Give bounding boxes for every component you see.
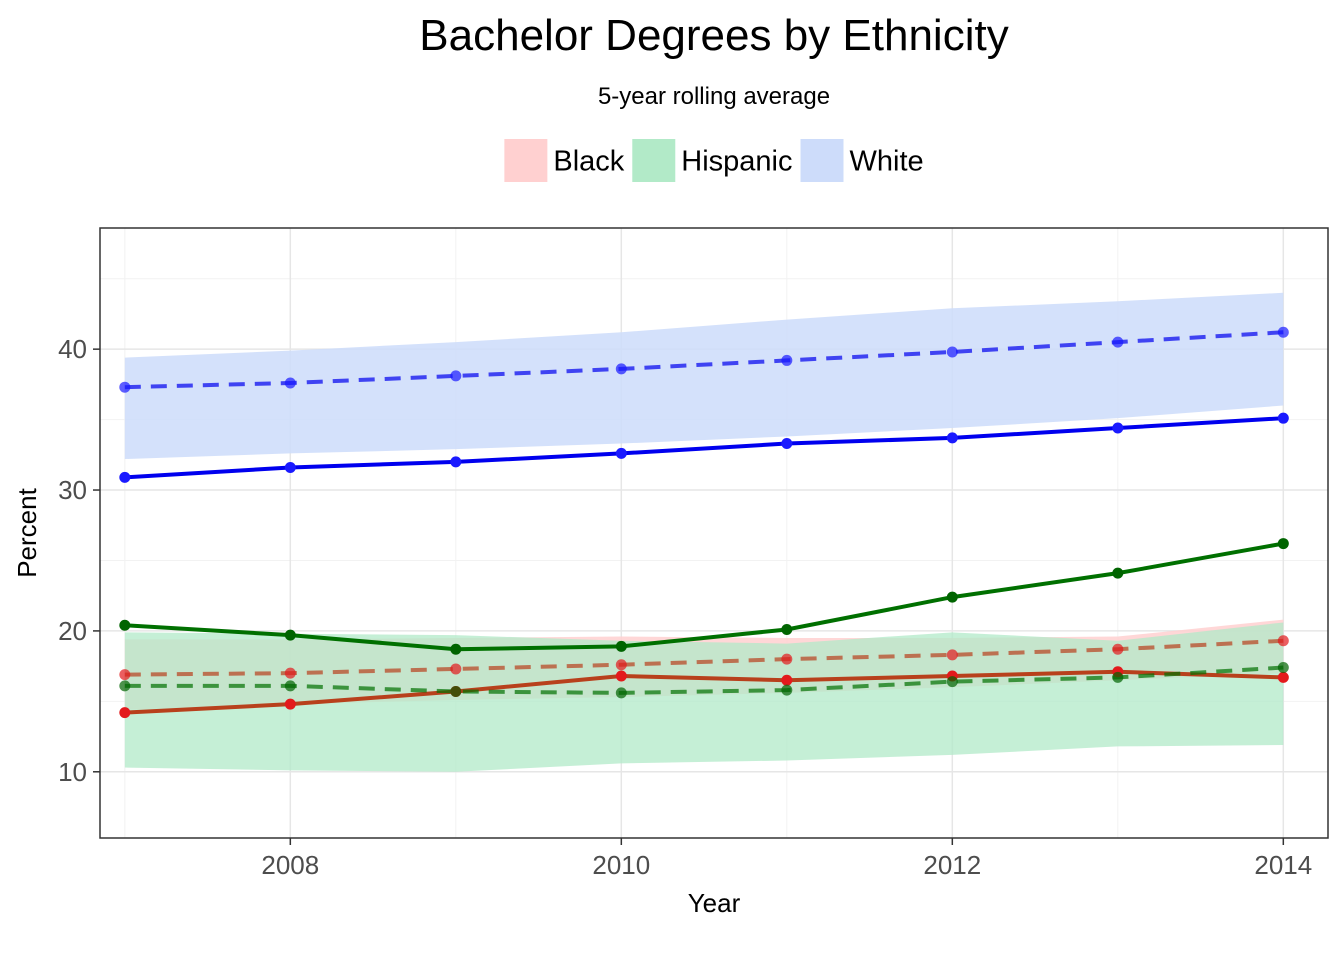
point-solid-black: [1277, 671, 1289, 683]
point-solid-white: [284, 461, 296, 473]
legend-label-white: White: [850, 146, 924, 178]
x-axis-label: Year: [688, 888, 741, 918]
point-solid-hispanic: [781, 624, 793, 636]
solid-line-white: [124, 416, 1284, 480]
point-solid-white: [946, 432, 958, 444]
point-dashed-white: [1112, 336, 1124, 348]
point-dashed-black: [119, 669, 131, 681]
point-dashed-hispanic: [946, 676, 958, 688]
point-dashed-hispanic: [119, 680, 131, 692]
y-tick-label: 40: [58, 334, 87, 364]
point-solid-black: [781, 674, 793, 686]
x-tick-label: 2014: [1254, 850, 1312, 880]
y-tick-label: 20: [58, 616, 87, 646]
solid-line-black: [124, 669, 1284, 715]
point-dashed-black: [781, 653, 793, 665]
point-solid-white: [1277, 412, 1289, 424]
point-dashed-white: [1277, 326, 1289, 338]
x-tick-label: 2008: [261, 850, 319, 880]
point-solid-hispanic: [1277, 538, 1289, 550]
legend-label-black: Black: [553, 146, 624, 178]
legend-key-white: [800, 139, 844, 182]
dashed-line-black: [124, 638, 1284, 677]
point-dashed-white: [284, 377, 296, 389]
point-solid-white: [615, 447, 627, 459]
point-dashed-white: [119, 381, 131, 393]
point-solid-hispanic: [946, 591, 958, 603]
legend: Black Hispanic White: [504, 139, 924, 182]
series-points: [119, 326, 1289, 719]
x-tick-label: 2012: [923, 850, 981, 880]
point-dashed-hispanic: [781, 684, 793, 696]
point-solid-black: [119, 707, 131, 719]
chart-title: Bachelor Degrees by Ethnicity: [419, 11, 1008, 60]
axes: 2008 2010 2012 2014 10 20 30 40: [58, 334, 1312, 880]
legend-key-black: [504, 139, 548, 182]
y-tick-label: 30: [58, 475, 87, 505]
point-solid-hispanic: [1112, 567, 1124, 579]
point-dashed-white: [781, 354, 793, 366]
band-hispanic: [124, 622, 1284, 772]
point-dashed-white: [450, 370, 462, 382]
point-dashed-hispanic: [1277, 662, 1289, 674]
dashed-line-white: [124, 330, 1284, 390]
point-solid-white: [781, 438, 793, 450]
point-dashed-hispanic: [615, 687, 627, 699]
x-tick-label: 2010: [592, 850, 650, 880]
point-dashed-black: [946, 649, 958, 661]
point-dashed-hispanic: [450, 685, 462, 697]
confidence-bands: [124, 292, 1284, 772]
point-dashed-black: [1277, 635, 1289, 647]
series-lines: [124, 330, 1284, 715]
legend-label-hispanic: Hispanic: [681, 146, 792, 178]
chart-subtitle: 5-year rolling average: [598, 83, 830, 110]
point-solid-hispanic: [615, 640, 627, 652]
point-solid-hispanic: [450, 643, 462, 655]
dashed-line-hispanic: [124, 665, 1284, 695]
point-solid-black: [284, 698, 296, 710]
point-solid-black: [615, 670, 627, 682]
solid-line-hispanic: [124, 541, 1284, 652]
point-dashed-black: [615, 659, 627, 671]
point-dashed-hispanic: [284, 680, 296, 692]
band-white: [124, 292, 1284, 460]
point-dashed-black: [1112, 643, 1124, 655]
point-dashed-hispanic: [1112, 671, 1124, 683]
point-dashed-black: [284, 667, 296, 679]
point-dashed-black: [450, 663, 462, 675]
y-tick-label: 10: [58, 757, 87, 787]
point-solid-white: [119, 471, 131, 483]
point-solid-hispanic: [119, 619, 131, 631]
point-dashed-white: [615, 363, 627, 375]
y-axis-label: Percent: [12, 487, 42, 577]
point-solid-white: [1112, 422, 1124, 434]
legend-key-hispanic: [632, 139, 676, 182]
plot-border: [99, 227, 1329, 839]
point-dashed-white: [946, 346, 958, 358]
point-solid-white: [450, 456, 462, 468]
point-solid-hispanic: [284, 629, 296, 641]
